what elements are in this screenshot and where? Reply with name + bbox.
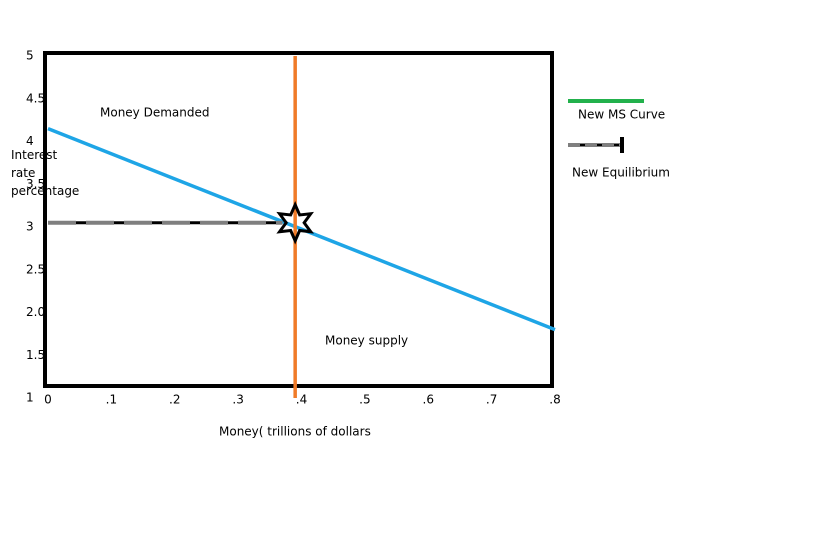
x-tick-label: .2 (169, 393, 180, 407)
y-tick-label: 3 (26, 220, 34, 234)
y-tick-label: 3.5 (26, 177, 45, 191)
x-tick-label: .4 (296, 393, 307, 407)
series-label: Money Demanded (100, 106, 210, 120)
y-tick-label: 1 (26, 391, 34, 405)
x-tick-label: .1 (106, 393, 117, 407)
x-tick-label: 0 (44, 393, 52, 407)
plot-frame (43, 51, 554, 388)
y-tick-label: 2.5 (26, 262, 45, 276)
series-label: Money supply (325, 334, 408, 348)
y-tick-label: 2.0 (26, 305, 45, 319)
x-tick-label: .5 (359, 393, 370, 407)
x-tick-label: .3 (232, 393, 243, 407)
legend-label: New MS Curve (578, 108, 665, 122)
line (47, 127, 556, 332)
y-tick-label: 5 (26, 49, 34, 63)
x-axis-label: Money( trillions of dollars (219, 425, 371, 439)
y-tick-label: 4 (26, 134, 34, 148)
legend-label: New Equilibrium (572, 166, 670, 180)
x-tick-label: .8 (549, 393, 560, 407)
y-axis-label: Interest rate percentage (11, 148, 80, 198)
equilibrium-star (276, 201, 314, 245)
x-tick-label: .6 (423, 393, 434, 407)
x-tick-label: .7 (486, 393, 497, 407)
y-tick-label: 4.5 (26, 91, 45, 105)
y-tick-label: 1.5 (26, 348, 45, 362)
